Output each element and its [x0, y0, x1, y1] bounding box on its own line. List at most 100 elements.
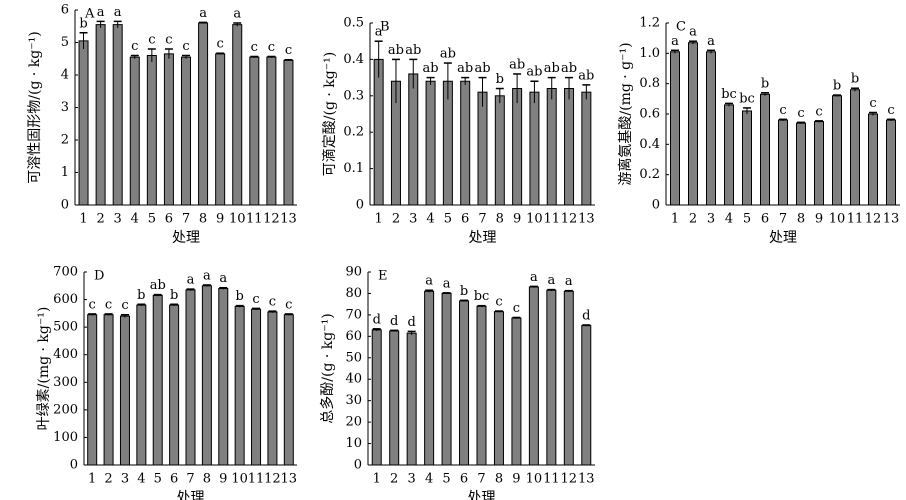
significance-letter: d: [407, 315, 415, 330]
y-tick-label: 0: [70, 458, 78, 473]
significance-letter: ab: [578, 68, 594, 83]
x-axis-label: 处理: [177, 490, 205, 500]
x-tick-label: 3: [121, 472, 129, 487]
significance-letter: a: [671, 34, 679, 49]
bar: [796, 122, 806, 206]
y-tick-label: 0.2: [639, 167, 660, 182]
bar: [688, 42, 698, 206]
x-tick-label: 10: [231, 472, 248, 487]
y-axis-label: 可滴定酸/(g · kg⁻¹): [321, 52, 338, 176]
bar: [119, 315, 130, 466]
significance-letter: c: [182, 39, 189, 54]
bar: [868, 113, 878, 206]
y-tick-label: 0: [356, 198, 364, 213]
bar: [185, 289, 196, 466]
bar: [373, 58, 384, 206]
x-tick-label: 4: [426, 212, 434, 227]
significance-letter: a: [199, 6, 207, 21]
x-axis-label: 处理: [469, 230, 497, 246]
x-tick-label: 4: [137, 472, 145, 487]
significance-letter: ab: [423, 61, 439, 76]
x-tick-label: 11: [246, 212, 263, 227]
significance-letter: c: [252, 292, 259, 307]
x-tick-label: 2: [96, 212, 104, 227]
significance-letter: a: [707, 34, 715, 49]
x-tick-label: 13: [578, 212, 595, 227]
y-tick-label: 0.3: [343, 88, 364, 103]
x-tick-label: 6: [165, 212, 173, 227]
y-tick-label: 500: [53, 320, 78, 335]
y-tick-label: 20: [345, 415, 362, 430]
bar: [546, 289, 557, 466]
bar: [442, 80, 453, 206]
bar: [371, 329, 382, 466]
y-tick-label: 0: [61, 198, 69, 213]
bar: [266, 56, 277, 206]
x-tick-label: 4: [725, 212, 733, 227]
bar: [103, 314, 114, 466]
x-tick-label: 4: [131, 212, 139, 227]
y-tick-label: 3: [61, 100, 69, 115]
x-tick-label: 9: [815, 212, 823, 227]
bar: [249, 56, 260, 206]
significance-letter: b: [79, 16, 87, 31]
bar: [460, 80, 471, 206]
x-tick-label: 4: [425, 472, 433, 487]
x-tick-label: 10: [526, 472, 543, 487]
bar: [283, 59, 294, 206]
significance-letter: d: [373, 312, 381, 327]
x-tick-label: 9: [512, 472, 520, 487]
significance-letter: ab: [526, 65, 542, 80]
significance-letter: a: [547, 273, 555, 288]
bar: [760, 93, 770, 206]
x-axis-label: 处理: [769, 230, 797, 246]
significance-letter: c: [869, 96, 876, 111]
x-tick-label: 1: [671, 212, 679, 227]
significance-letter: b: [170, 288, 178, 303]
significance-letter: b: [833, 79, 841, 94]
bar: [267, 311, 278, 466]
significance-letter: a: [219, 271, 227, 286]
x-tick-label: 12: [263, 212, 280, 227]
bar: [742, 110, 752, 206]
y-tick-label: 1: [61, 165, 69, 180]
significance-letter: ab: [388, 43, 404, 58]
bar: [529, 91, 540, 206]
bar: [886, 119, 896, 206]
x-tick-label: 6: [460, 472, 468, 487]
significance-letter: c: [285, 297, 292, 312]
bar: [95, 24, 106, 206]
significance-letter: ab: [544, 61, 560, 76]
y-axis-label: 总多酚/(g · kg⁻¹): [319, 313, 336, 423]
significance-letter: d: [582, 308, 590, 323]
bar: [564, 88, 575, 206]
y-tick-label: 5: [61, 35, 69, 50]
significance-letter: bc: [739, 91, 755, 106]
bar: [408, 73, 419, 206]
x-tick-label: 3: [707, 212, 715, 227]
x-tick-label: 8: [495, 472, 503, 487]
significance-letter: c: [251, 40, 258, 55]
bar: [459, 300, 470, 466]
x-tick-label: 1: [79, 212, 87, 227]
x-tick-label: 11: [248, 472, 265, 487]
significance-letter: a: [114, 5, 122, 20]
x-tick-label: 6: [461, 212, 469, 227]
panel-label: E: [378, 269, 388, 284]
x-tick-label: 7: [186, 472, 194, 487]
x-tick-label: 7: [182, 212, 190, 227]
x-tick-label: 5: [743, 212, 751, 227]
significance-letter: b: [235, 289, 243, 304]
x-tick-label: 7: [478, 212, 486, 227]
significance-letter: ab: [405, 43, 421, 58]
panel-label: C: [676, 20, 686, 35]
bar: [201, 285, 212, 466]
bar: [528, 286, 539, 466]
significance-letter: a: [689, 25, 697, 40]
y-tick-label: 0.4: [639, 137, 660, 152]
significance-letter: d: [390, 314, 398, 329]
x-tick-label: 3: [408, 472, 416, 487]
bar: [163, 53, 174, 206]
x-tick-label: 13: [883, 212, 900, 227]
